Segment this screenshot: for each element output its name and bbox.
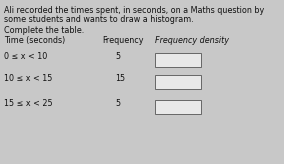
Text: 10 ≤ x < 15: 10 ≤ x < 15 (4, 74, 52, 83)
Bar (155, 100, 201, 114)
Text: Ali recorded the times spent, in seconds, on a Maths question by: Ali recorded the times spent, in seconds… (4, 6, 264, 15)
Text: 15: 15 (115, 74, 125, 83)
Bar (155, 75, 201, 89)
Text: Frequency: Frequency (102, 36, 143, 45)
Text: 0 ≤ x < 10: 0 ≤ x < 10 (4, 52, 47, 61)
Text: Complete the table.: Complete the table. (4, 26, 84, 35)
Text: 5: 5 (115, 52, 120, 61)
Text: 5: 5 (115, 99, 120, 108)
Text: 15 ≤ x < 25: 15 ≤ x < 25 (4, 99, 53, 108)
Bar (155, 53, 201, 67)
Text: Time (seconds): Time (seconds) (4, 36, 65, 45)
Text: Frequency density: Frequency density (155, 36, 229, 45)
Text: some students and wants to draw a histogram.: some students and wants to draw a histog… (4, 15, 194, 24)
